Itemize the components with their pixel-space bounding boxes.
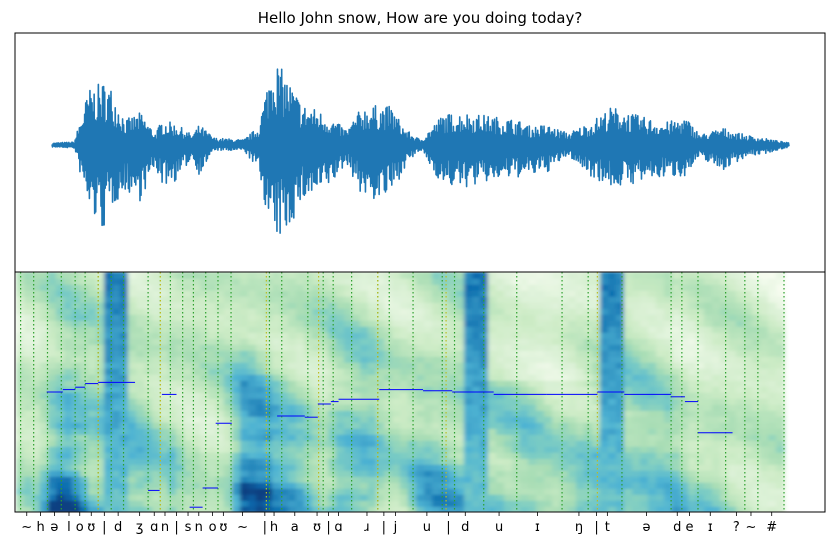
- tick-label: t: [605, 520, 610, 535]
- spectrogram-heatmap: [16, 272, 785, 512]
- tick-label: ?: [733, 520, 740, 535]
- tick-label: h: [270, 520, 278, 535]
- tick-label: ʒ: [136, 520, 144, 535]
- tick-label: ʊ: [313, 520, 321, 535]
- tick-label: ŋ: [575, 520, 583, 535]
- tick-label: |: [263, 520, 267, 535]
- tick-label: d: [114, 520, 122, 535]
- tick-label: o: [209, 520, 217, 535]
- tick-label: j: [393, 520, 398, 535]
- tick-label: ʊ: [219, 520, 227, 535]
- tick-label: n: [195, 520, 203, 535]
- tick-label: d: [673, 520, 681, 535]
- pitch-contour: [46, 381, 733, 508]
- waveform-line: [51, 68, 790, 234]
- tick-label: ~: [746, 520, 757, 535]
- tick-label: u: [423, 520, 431, 535]
- tick-label: ɪ: [535, 520, 540, 535]
- waveform-panel: [14, 32, 826, 273]
- tick-label: h: [36, 520, 44, 535]
- spectrogram-frame: [14, 271, 826, 513]
- tick-label: ə: [643, 520, 651, 535]
- tick-label: l: [67, 520, 71, 535]
- phoneme-boundaries: [20, 272, 785, 512]
- tick-label: n: [161, 520, 169, 535]
- chart-title: Hello John snow, How are you doing today…: [258, 9, 583, 27]
- tick-label: |: [102, 520, 106, 535]
- tick-label: u: [495, 520, 503, 535]
- phoneme-axis: ~ h ə l o ʊ | d ʒ ɑ n | s n o ʊ ~ | h a ʊ | ɑ ɹ | j u | d u ɪ ŋ | t ə d e ɪ? ~…: [21, 512, 777, 535]
- tick-label: ~: [237, 520, 248, 535]
- tick-label: |: [174, 520, 178, 535]
- tick-label: o: [76, 520, 84, 535]
- tick-label: ɹ: [364, 520, 369, 535]
- tick-label: ɑ: [334, 520, 342, 535]
- heatmap-cells: [16, 272, 785, 512]
- tick-label: |: [326, 520, 330, 535]
- tick-label: ə: [50, 520, 58, 535]
- tick-label: ~: [21, 520, 32, 535]
- spectrogram-panel: ~ h ə l o ʊ | d ʒ ɑ n | s n o ʊ ~ | h a ʊ | ɑ ɹ | j u | d u ɪ ŋ | t ə d e ɪ? ~…: [14, 271, 826, 535]
- tick-label: |: [382, 520, 386, 535]
- tick-label: a: [291, 520, 299, 535]
- tick-label: e: [686, 520, 694, 535]
- tick-label: ʊ: [87, 520, 95, 535]
- tick-label: #: [766, 520, 777, 535]
- tick-label: |: [446, 520, 450, 535]
- tick-label: d: [461, 520, 469, 535]
- tick-label: s: [185, 520, 192, 535]
- tick-label: ɑ: [150, 520, 158, 535]
- tick-label: |: [594, 520, 598, 535]
- tick-label: ɪ: [708, 520, 713, 535]
- waveform-series: [51, 68, 790, 234]
